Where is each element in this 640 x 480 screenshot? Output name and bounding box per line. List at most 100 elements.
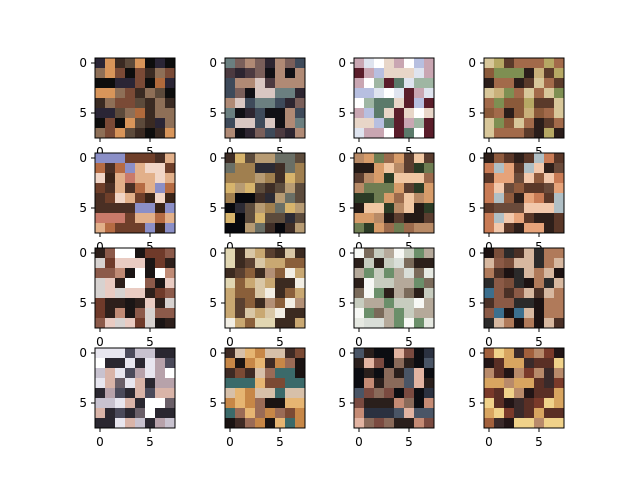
axes-frame (94, 247, 176, 329)
pixel-cell (354, 318, 365, 329)
pixel-cell (105, 193, 116, 204)
pixel-cell (404, 298, 415, 309)
pixel-cell (295, 388, 306, 399)
pixel-cell (354, 203, 365, 214)
pixel-cell (265, 163, 276, 174)
pixel-cell (354, 153, 365, 164)
pixel-cell (524, 68, 535, 79)
pixel-cell (255, 258, 266, 269)
pixel-cell (135, 408, 146, 419)
pixel-cell (95, 88, 106, 99)
pixel-cell (354, 193, 365, 204)
pixel-cell (364, 58, 375, 69)
pixel-cell (414, 278, 425, 289)
pixel-cell (125, 203, 136, 214)
pixel-cell (404, 378, 415, 389)
pixel-cell (95, 128, 106, 139)
pixel-cell (504, 398, 515, 409)
pixel-cell (354, 88, 365, 99)
pixel-cell (145, 213, 156, 224)
axes-frame (224, 57, 306, 139)
pixel-cell (155, 173, 166, 184)
y-tick-label: 5 (468, 201, 476, 215)
pixel-cell (275, 128, 286, 139)
pixel-cell (414, 298, 425, 309)
pixel-cell (554, 248, 565, 259)
pixel-cell (145, 268, 156, 279)
pixel-cell (494, 248, 505, 259)
pixel-cell (285, 418, 296, 429)
pixel-cell (95, 98, 106, 109)
pixel-cell (235, 268, 246, 279)
pixel-cell (514, 288, 525, 299)
pixel-cell (364, 193, 375, 204)
pixel-cell (145, 308, 156, 319)
pixel-cell (235, 203, 246, 214)
pixel-cell (404, 128, 415, 139)
pixel-cell (125, 223, 136, 234)
pixel-cell (554, 258, 565, 269)
pixel-cell (534, 98, 545, 109)
pixel-cell (165, 308, 176, 319)
pixel-cell (125, 288, 136, 299)
pixel-cell (414, 308, 425, 319)
pixel-cell (554, 278, 565, 289)
pixel-cell (255, 308, 266, 319)
pixel-cell (534, 378, 545, 389)
pixel-cell (424, 278, 435, 289)
pixel-cell (544, 358, 555, 369)
pixel-cell (255, 348, 266, 359)
pixel-cell (504, 88, 515, 99)
pixel-cell (404, 98, 415, 109)
pixel-cell (354, 298, 365, 309)
pixel-cell (414, 268, 425, 279)
pixel-cell (225, 88, 236, 99)
pixel-cell (484, 318, 495, 329)
pixel-cell (285, 308, 296, 319)
pixel-cell (95, 173, 106, 184)
pixel-cell (235, 78, 246, 89)
pixel-cell (524, 398, 535, 409)
pixel-cell (374, 278, 385, 289)
pixel-cell (404, 108, 415, 119)
pixel-cell (165, 348, 176, 359)
pixel-cell (414, 88, 425, 99)
pixel-cell (245, 278, 256, 289)
pixel-cell (225, 128, 236, 139)
pixel-cell (105, 258, 116, 269)
pixel-cell (354, 173, 365, 184)
pixel-cell (115, 223, 126, 234)
panel-14: 0 5 0 5 (209, 346, 306, 449)
pixel-cell (255, 118, 266, 129)
pixel-cell (394, 358, 405, 369)
pixel-cell (255, 388, 266, 399)
pixel-cell (115, 288, 126, 299)
pixel-cell (255, 223, 266, 234)
pixel-cell (394, 223, 405, 234)
pixel-cell (95, 78, 106, 89)
pixel-cell (364, 298, 375, 309)
pixel-cell (145, 153, 156, 164)
pixel-cell (145, 68, 156, 79)
pixel-cell (125, 258, 136, 269)
pixel-cell (514, 108, 525, 119)
pixel-cell (295, 203, 306, 214)
pixel-cell (404, 118, 415, 129)
pixel-cell (235, 368, 246, 379)
pixel-cell (494, 418, 505, 429)
pixel-cell (275, 358, 286, 369)
pixel-cell (125, 268, 136, 279)
pixel-cell (125, 298, 136, 309)
pixel-cell (235, 418, 246, 429)
pixel-cell (255, 163, 266, 174)
pixel-cell (245, 213, 256, 224)
pixel-cell (524, 358, 535, 369)
pixel-cell (544, 183, 555, 194)
pixel-cell (105, 128, 116, 139)
pixel-cell (105, 358, 116, 369)
pixel-cell (524, 78, 535, 89)
pixel-cell (225, 298, 236, 309)
pixel-cell (354, 108, 365, 119)
pixel-cell (225, 153, 236, 164)
pixel-cell (115, 108, 126, 119)
